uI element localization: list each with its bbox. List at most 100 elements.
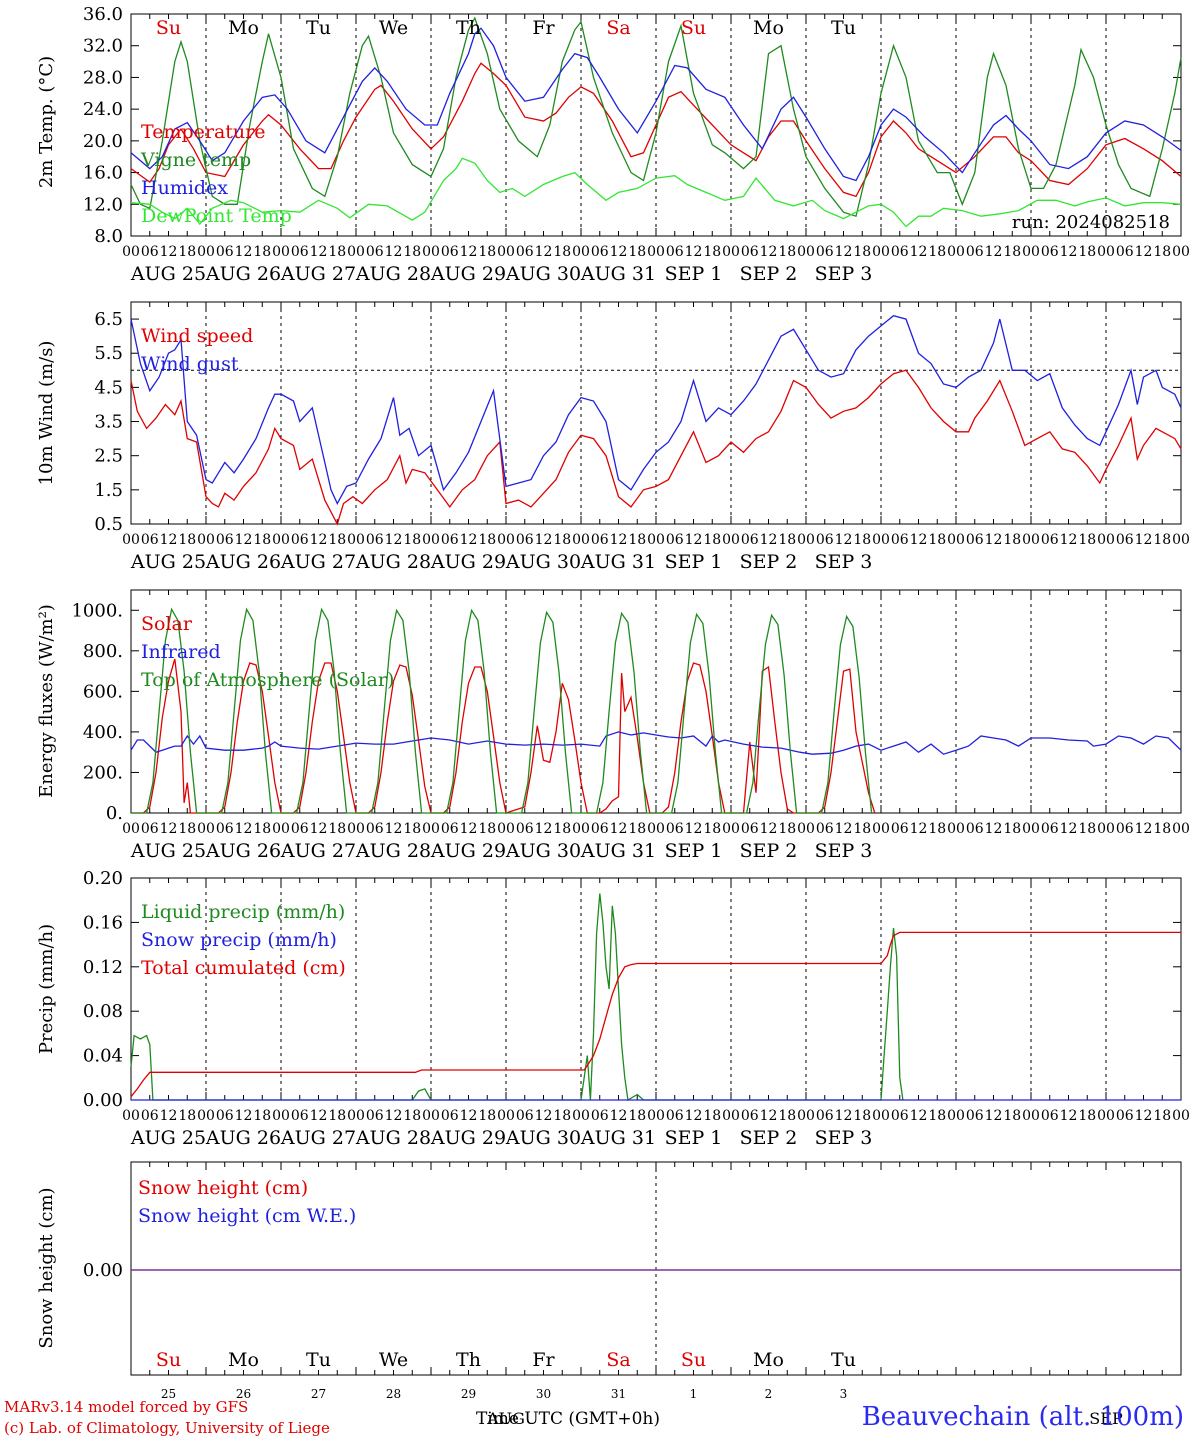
hour-tick-label: 06 — [591, 821, 609, 837]
series-line-vigne-temp — [130, 16, 1182, 218]
legend-entry: Wind speed — [141, 325, 253, 347]
hour-tick-label: 18 — [478, 532, 496, 548]
hour-tick-label: 18 — [928, 532, 946, 548]
date-label: AUG 26 — [205, 1127, 281, 1149]
y-tick-label: 0. — [106, 803, 123, 824]
panel-3 — [130, 589, 1182, 814]
legend-entry: Humidex — [141, 177, 228, 199]
hour-tick-label: 18 — [1003, 244, 1021, 260]
hour-tick-label: 00 — [1097, 1108, 1115, 1124]
hour-tick-label: 12 — [460, 821, 478, 837]
date-label: AUG 29 — [430, 840, 506, 862]
y-tick-label: 8.0 — [94, 226, 123, 247]
hour-tick-label: 00 — [797, 244, 815, 260]
y-tick-label: 200. — [83, 762, 123, 783]
hour-tick-label: 18 — [553, 821, 571, 837]
hour-tick-label: 12 — [460, 532, 478, 548]
y-axis-label: 10m Wind (m/s) — [36, 341, 57, 486]
hour-tick-label: 12 — [835, 821, 853, 837]
weekday-label: Th — [456, 17, 481, 39]
hour-tick-label: 00 — [122, 1108, 140, 1124]
hour-tick-label: 06 — [891, 532, 909, 548]
y-tick-label: 32.0 — [83, 36, 123, 57]
hour-tick-label: 18 — [403, 821, 421, 837]
series-line-infrared — [130, 731, 1182, 755]
hour-tick-label: 00 — [572, 532, 590, 548]
hour-tick-label: 12 — [610, 1108, 628, 1124]
hour-tick-label: 12 — [160, 244, 178, 260]
legend-entry: Snow precip (mm/h) — [141, 929, 337, 951]
hour-tick-label: 06 — [516, 532, 534, 548]
hour-tick-label: 18 — [328, 532, 346, 548]
hour-tick-label: 18 — [853, 244, 871, 260]
hour-tick-label: 12 — [760, 1108, 778, 1124]
hour-tick-label: 06 — [141, 821, 159, 837]
hour-tick-label: 12 — [835, 1108, 853, 1124]
hour-tick-label: 06 — [591, 1108, 609, 1124]
date-label: AUG 31 — [580, 551, 656, 573]
date-label: AUG 27 — [280, 840, 356, 862]
hour-tick-label: 18 — [628, 244, 646, 260]
weekday-label: Tu — [831, 17, 856, 39]
weekday-label-bottom: Tu — [306, 1349, 331, 1371]
hour-tick-label: 18 — [478, 821, 496, 837]
date-label: AUG 25 — [130, 551, 206, 573]
hour-tick-label: 00 — [422, 1108, 440, 1124]
hour-tick-label: 18 — [928, 821, 946, 837]
hour-tick-label: 12 — [535, 1108, 553, 1124]
date-label: SEP 1 — [665, 1127, 723, 1149]
month-label: SEP — [1089, 1409, 1123, 1428]
hour-tick-label: 18 — [703, 821, 721, 837]
hour-tick-label: 00 — [347, 532, 365, 548]
date-label: SEP 3 — [815, 263, 873, 285]
hour-tick-label: 00 — [572, 244, 590, 260]
hour-tick-label: 00 — [1022, 244, 1040, 260]
hour-tick-label: 12 — [160, 821, 178, 837]
y-tick-label: 4.5 — [94, 377, 123, 398]
hour-tick-label: 18 — [703, 244, 721, 260]
hour-tick-label: 06 — [891, 821, 909, 837]
hour-tick-label: 18 — [403, 1108, 421, 1124]
hour-tick-label: 00 — [1172, 244, 1190, 260]
hour-tick-label: 18 — [403, 532, 421, 548]
hour-tick-label: 06 — [666, 532, 684, 548]
legend-entry: Temperature — [141, 121, 265, 143]
hour-tick-label: 00 — [197, 244, 215, 260]
y-axis-label: Energy fluxes (W/m²) — [36, 604, 57, 798]
hour-tick-label: 12 — [235, 244, 253, 260]
hour-tick-label: 18 — [1153, 821, 1171, 837]
hour-tick-label: 06 — [216, 821, 234, 837]
hour-tick-label: 00 — [722, 532, 740, 548]
y-tick-label: 1.5 — [94, 480, 123, 501]
hour-tick-label: 18 — [628, 821, 646, 837]
plot-frame — [130, 301, 1182, 525]
hour-tick-label: 12 — [610, 244, 628, 260]
hour-tick-label: 00 — [1097, 821, 1115, 837]
date-label: AUG 30 — [505, 840, 581, 862]
hour-tick-label: 12 — [685, 244, 703, 260]
hour-tick-label: 00 — [197, 532, 215, 548]
y-tick-label: 5.5 — [94, 343, 123, 364]
hour-tick-label: 00 — [1172, 532, 1190, 548]
weekday-label: Fr — [532, 17, 555, 39]
hour-tick-label: 00 — [272, 821, 290, 837]
series-line-top-of-atmosphere-solar — [131, 607, 873, 814]
hour-tick-label: 00 — [422, 821, 440, 837]
y-tick-label: 0.00 — [83, 1260, 123, 1281]
date-label: SEP 2 — [740, 840, 798, 862]
date-label: SEP 1 — [665, 263, 723, 285]
y-tick-label: 0.20 — [83, 868, 123, 889]
hour-tick-label: 06 — [216, 244, 234, 260]
hour-tick-label: 00 — [422, 532, 440, 548]
hour-tick-label: 12 — [1135, 244, 1153, 260]
hour-tick-label: 18 — [478, 244, 496, 260]
hour-tick-label: 18 — [928, 1108, 946, 1124]
x-axis-label: Time UTC (GMT+0h) — [476, 1409, 660, 1429]
legend-entry: Infrared — [141, 641, 221, 663]
hour-tick-label: 00 — [797, 1108, 815, 1124]
y-tick-label: 36.0 — [83, 4, 123, 25]
date-label: AUG 29 — [430, 1127, 506, 1149]
legend-entry: Snow height (cm) — [138, 1177, 308, 1199]
series-line-liquid-precip-mm-h — [130, 893, 904, 1102]
